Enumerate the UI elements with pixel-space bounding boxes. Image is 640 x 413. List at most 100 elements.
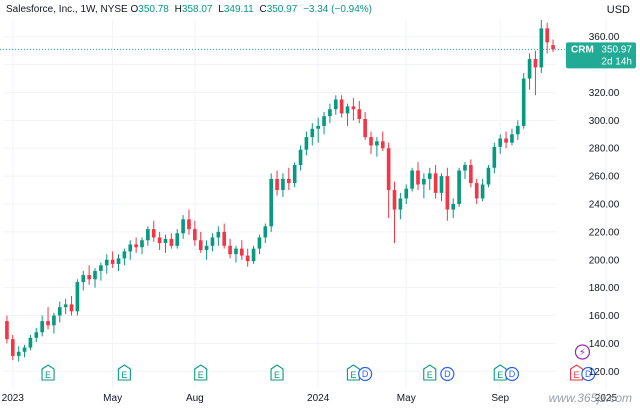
candle	[492, 142, 497, 174]
candle	[333, 95, 338, 115]
earnings-marker-label: E	[45, 370, 51, 380]
candle	[345, 103, 350, 126]
candle	[40, 315, 44, 337]
y-tick-label: 300.00	[589, 116, 620, 127]
watermark: www.365jz.com	[548, 391, 632, 405]
candle-body	[510, 134, 514, 143]
candle-body	[222, 231, 227, 246]
candle	[175, 229, 180, 249]
candle-body	[99, 265, 103, 271]
candle-body	[386, 148, 391, 191]
candle-body	[216, 231, 221, 238]
candle-body	[410, 170, 414, 189]
candle	[128, 240, 133, 260]
candle	[46, 307, 50, 330]
candle-body	[146, 229, 150, 241]
candle	[369, 131, 373, 154]
x-tick-label: Aug	[186, 393, 204, 404]
candle-body	[527, 59, 532, 79]
candle-body	[204, 245, 209, 250]
candle-body	[263, 226, 268, 238]
candle-body	[140, 240, 144, 248]
candle	[316, 117, 320, 143]
price-tag-countdown: 2d 14h	[601, 56, 632, 67]
candle-body	[516, 125, 520, 135]
grid-lines	[4, 20, 607, 388]
x-tick-label: May	[103, 393, 122, 404]
candle	[539, 20, 544, 73]
candle-body	[110, 259, 115, 264]
candle	[427, 167, 432, 191]
candle	[339, 95, 344, 118]
y-tick-label: 360.00	[589, 32, 620, 43]
candle-body	[433, 173, 438, 193]
dividend-marker-label: D	[362, 369, 369, 379]
x-tick-label: 2025	[595, 393, 618, 404]
candle	[398, 192, 403, 220]
candle	[404, 184, 409, 204]
candle	[410, 167, 414, 192]
earnings-marker-label: E	[274, 370, 280, 380]
candle	[93, 268, 97, 288]
price-tag-price: 350.97	[601, 44, 632, 55]
event-marker-earnings-beat: E	[194, 364, 208, 381]
candle-body	[245, 255, 250, 262]
open-value: 350.78	[138, 4, 169, 15]
event-marker-earnings-beat: E	[346, 364, 360, 381]
candle	[445, 167, 450, 221]
earnings-marker-label: E	[497, 370, 503, 380]
candle	[533, 50, 538, 96]
price-tag-ticker: CRM	[571, 44, 594, 55]
candle-body	[375, 141, 379, 146]
close-label: C	[259, 4, 267, 15]
candle-body	[533, 59, 538, 68]
candle	[222, 223, 227, 249]
candle	[257, 234, 262, 255]
currency-label[interactable]: USD	[606, 4, 630, 16]
candle-body	[298, 149, 303, 165]
event-marker-split: ⚡	[574, 344, 591, 360]
candle	[63, 298, 68, 315]
candle	[146, 226, 150, 246]
candle-body	[34, 332, 39, 338]
symbol-header: Salesforce, Inc., 1W, NYSE O350.78 H358.…	[6, 4, 372, 15]
candle	[480, 178, 485, 202]
candle	[163, 234, 168, 253]
candle-body	[345, 106, 350, 114]
candle	[99, 262, 103, 281]
price-axis: 120.00 140.00 160.00 180.00 200.00 220.00 240.…	[589, 32, 620, 378]
candle	[87, 265, 91, 285]
candle-body	[474, 183, 479, 199]
candle-body	[439, 176, 444, 193]
candle-body	[57, 307, 62, 316]
candle-body	[333, 99, 338, 110]
candle-body	[492, 146, 497, 168]
candle-body	[404, 188, 409, 199]
candle-body	[416, 170, 420, 185]
event-markers: E E E E E D E D E D E D⚡	[41, 344, 596, 382]
candle	[251, 245, 256, 264]
candle-body	[310, 128, 315, 138]
candle	[474, 178, 479, 204]
candle-body	[286, 178, 291, 184]
candle	[551, 39, 555, 53]
candle-body	[104, 259, 109, 266]
earnings-marker-label: E	[350, 370, 356, 380]
candle	[357, 100, 362, 124]
candle-body	[175, 233, 180, 246]
candle-body	[93, 270, 97, 280]
candle	[510, 128, 514, 146]
candle	[286, 167, 291, 191]
candle	[422, 173, 426, 199]
candle	[22, 344, 27, 358]
candle	[122, 248, 127, 266]
candle-body	[380, 141, 385, 149]
candle	[527, 53, 532, 90]
candle	[28, 335, 33, 351]
candles	[5, 20, 555, 362]
candle	[521, 72, 526, 129]
candle-body	[163, 238, 168, 244]
